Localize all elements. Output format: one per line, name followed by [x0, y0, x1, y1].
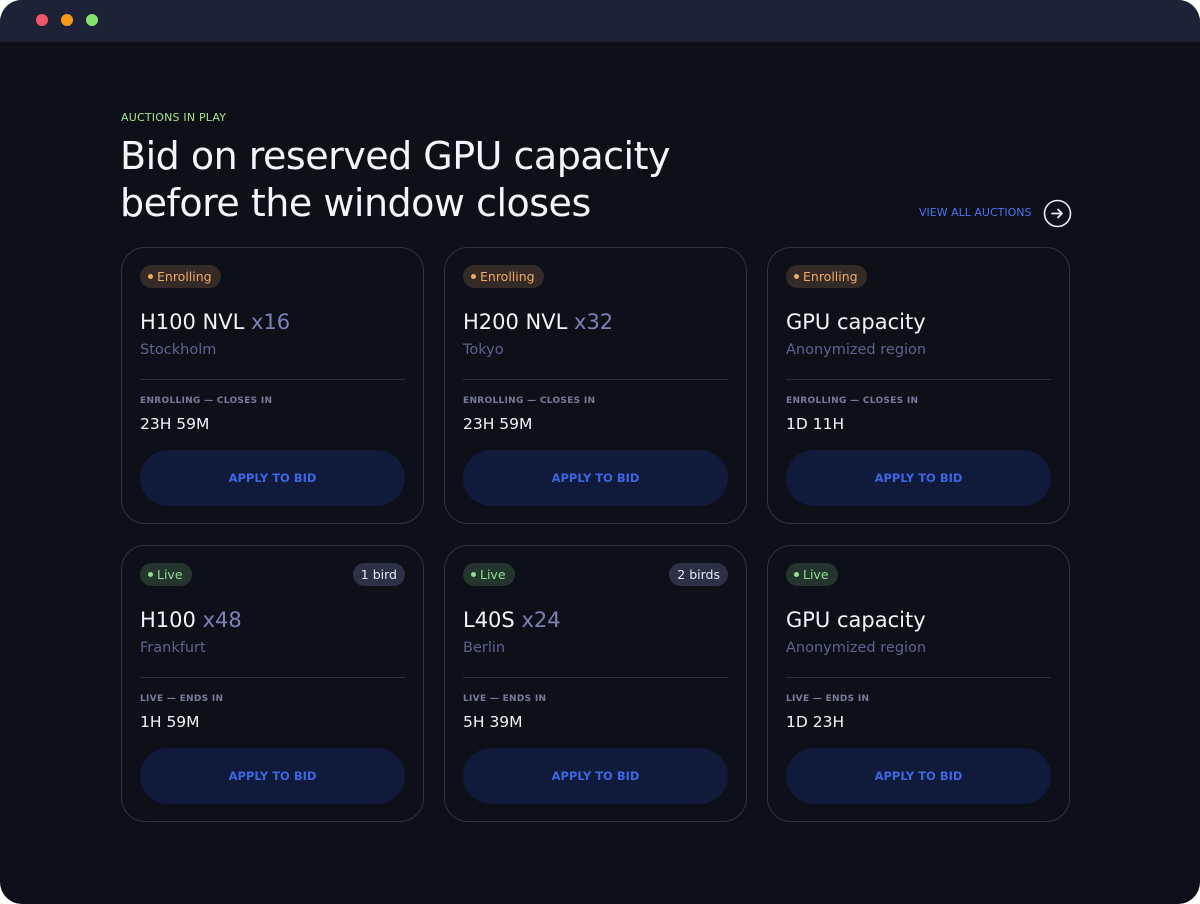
status-text: Live [157, 567, 183, 582]
model-name: GPU capacity [786, 310, 926, 334]
close-dot[interactable] [36, 14, 48, 26]
gpu-model: H100 NVL x16 [140, 310, 290, 334]
status-dot [794, 572, 799, 577]
timer: 1D 23H [786, 713, 845, 731]
heading-line: Bid on reserved GPU capacity [120, 134, 670, 178]
auction-card: Live GPU capacity Anonymized region LIVE — … [767, 545, 1070, 822]
timer: 23H 59M [140, 415, 210, 433]
status-dot [471, 274, 476, 279]
status-text: Live [480, 567, 506, 582]
title-bar [0, 0, 1200, 42]
apply-button[interactable]: APPLY TO BID [463, 450, 728, 506]
auction-card: Enrolling GPU capacity Anonymized region EN… [767, 247, 1070, 524]
heading-line: before the window closes [120, 181, 591, 225]
bid-count: 1 bird [352, 563, 405, 586]
timer-label: LIVE — ENDS IN [786, 694, 870, 704]
timer-label: ENROLLING — CLOSES IN [140, 396, 273, 406]
bid-count: 2 birds [669, 563, 728, 586]
timer: 1D 11H [786, 415, 845, 433]
arrow-button[interactable] [1043, 199, 1072, 228]
maximize-dot[interactable] [86, 14, 98, 26]
status-dot [148, 274, 153, 279]
status-badge: Live [786, 563, 838, 586]
gpu-count: x48 [202, 608, 242, 632]
model-name: H100 [140, 608, 196, 632]
gpu-count: x32 [574, 310, 614, 334]
divider [463, 379, 728, 380]
status-text: Enrolling [803, 269, 858, 284]
timer: 1H 59M [140, 713, 200, 731]
apply-button[interactable]: APPLY TO BID [463, 748, 728, 804]
status-dot [794, 274, 799, 279]
divider [786, 677, 1051, 678]
status-text: Enrolling [480, 269, 535, 284]
model-name: H100 NVL [140, 310, 245, 334]
gpu-model: L40S x24 [463, 608, 561, 632]
gpu-count: x16 [251, 310, 291, 334]
timer-label: ENROLLING — CLOSES IN [786, 396, 919, 406]
status-dot [471, 572, 476, 577]
timer: 23H 59M [463, 415, 533, 433]
auction-card: Live 1 bird H100 x48 Frankfurt LIVE — ENDS I… [121, 545, 424, 822]
eyebrow: AUCTIONS IN PLAY [121, 111, 227, 124]
status-badge: Live [463, 563, 515, 586]
auction-card: Enrolling H100 NVL x16 Stockholm ENROLLING … [121, 247, 424, 524]
apply-button[interactable]: APPLY TO BID [786, 450, 1051, 506]
auction-card: Live 2 birds L40S x24 Berlin LIVE — ENDS IN 5… [444, 545, 747, 822]
gpu-model: GPU capacity [786, 310, 926, 334]
timer: 5H 39M [463, 713, 523, 731]
gpu-count: x24 [521, 608, 561, 632]
location: Frankfurt [140, 640, 206, 656]
heading: Bid on reserved GPU capacity before the w… [120, 133, 670, 227]
location: Anonymized region [786, 342, 927, 358]
status-badge: Enrolling [786, 265, 867, 288]
auction-card: Enrolling H200 NVL x32 Tokyo ENROLLING — CL… [444, 247, 747, 524]
location: Stockholm [140, 342, 217, 358]
divider [140, 379, 405, 380]
status-badge: Enrolling [140, 265, 221, 288]
status-text: Live [803, 567, 829, 582]
model-name: H200 NVL [463, 310, 568, 334]
divider [786, 379, 1051, 380]
minimize-dot[interactable] [61, 14, 73, 26]
location: Anonymized region [786, 640, 927, 656]
apply-button[interactable]: APPLY TO BID [140, 748, 405, 804]
apply-button[interactable]: APPLY TO BID [140, 450, 405, 506]
divider [463, 677, 728, 678]
view-all-link[interactable]: VIEW ALL AUCTIONS [919, 206, 1032, 219]
timer-label: ENROLLING — CLOSES IN [463, 396, 596, 406]
location: Tokyo [463, 342, 504, 358]
timer-label: LIVE — ENDS IN [140, 694, 224, 704]
status-dot [148, 572, 153, 577]
card-grid: Enrolling H100 NVL x16 Stockholm ENROLLING … [121, 247, 1070, 822]
apply-button[interactable]: APPLY TO BID [786, 748, 1051, 804]
status-badge: Enrolling [463, 265, 544, 288]
divider [140, 677, 405, 678]
location: Berlin [463, 640, 506, 656]
status-text: Enrolling [157, 269, 212, 284]
gpu-model: H100 x48 [140, 608, 242, 632]
gpu-model: H200 NVL x32 [463, 310, 613, 334]
timer-label: LIVE — ENDS IN [463, 694, 547, 704]
model-name: L40S [463, 608, 515, 632]
status-badge: Live [140, 563, 192, 586]
model-name: GPU capacity [786, 608, 926, 632]
gpu-model: GPU capacity [786, 608, 926, 632]
